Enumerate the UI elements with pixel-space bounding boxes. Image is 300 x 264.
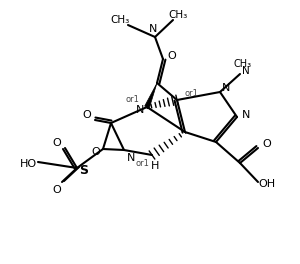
Text: or1: or1 xyxy=(125,96,139,105)
Text: or1: or1 xyxy=(184,88,198,97)
Text: OH: OH xyxy=(258,179,276,189)
Text: O: O xyxy=(262,139,272,149)
Text: N: N xyxy=(127,153,135,163)
Text: or1: or1 xyxy=(135,158,149,167)
Text: N: N xyxy=(222,83,230,93)
Polygon shape xyxy=(145,83,157,108)
Text: S: S xyxy=(80,164,88,177)
Text: O: O xyxy=(92,147,100,157)
Text: N: N xyxy=(242,110,250,120)
Text: CH₃: CH₃ xyxy=(234,59,252,69)
Text: O: O xyxy=(82,110,91,120)
Text: CH₃: CH₃ xyxy=(168,10,188,20)
Text: O: O xyxy=(168,51,176,61)
Text: N: N xyxy=(149,24,157,34)
Text: N: N xyxy=(242,66,250,76)
Text: O: O xyxy=(52,138,62,148)
Text: H: H xyxy=(151,161,159,171)
Text: HO: HO xyxy=(20,159,37,169)
Text: O: O xyxy=(52,185,62,195)
Text: N: N xyxy=(136,105,144,115)
Text: CH₃: CH₃ xyxy=(110,15,130,25)
